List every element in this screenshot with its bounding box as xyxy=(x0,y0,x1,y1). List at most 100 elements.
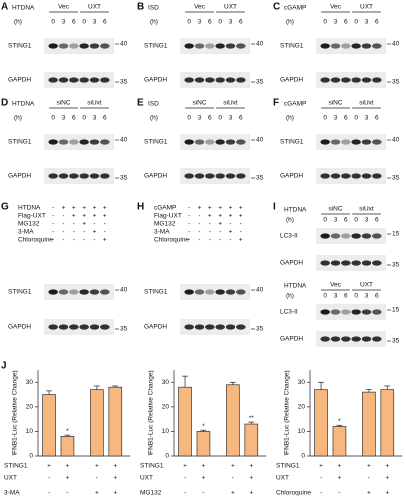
band xyxy=(361,77,372,83)
band xyxy=(236,173,246,179)
band xyxy=(58,324,69,330)
band xyxy=(58,139,69,145)
condition-sign: - xyxy=(188,237,190,244)
band xyxy=(194,139,205,145)
blot-label: STING1 xyxy=(280,139,304,146)
band xyxy=(79,324,89,330)
condition-sign: + xyxy=(218,221,222,228)
band xyxy=(48,173,58,179)
treatment-label: HTDNA xyxy=(284,283,307,290)
band xyxy=(48,139,58,145)
band xyxy=(225,77,236,83)
band xyxy=(330,139,341,145)
bar xyxy=(380,389,395,457)
condition-sign: - xyxy=(104,221,106,228)
treatment-label: cGAMP xyxy=(284,101,306,108)
bar xyxy=(332,426,347,457)
condition-sign: - xyxy=(52,213,54,220)
blot-label: STING1 xyxy=(8,139,32,146)
time-value: 6 xyxy=(344,19,348,26)
bar xyxy=(178,386,192,457)
time-label: (h) xyxy=(150,19,158,26)
condition-sign: + xyxy=(113,475,117,482)
band xyxy=(320,309,330,315)
blot-strip xyxy=(44,284,114,300)
condition-sign: - xyxy=(52,229,54,236)
blot-label: STING1 xyxy=(280,43,304,50)
panel-letter: B xyxy=(137,2,144,13)
condition-sign: + xyxy=(218,205,222,212)
time-value: 0 xyxy=(354,217,358,224)
condition-label: STING1 xyxy=(140,463,164,470)
blot-label: GAPDH xyxy=(8,173,31,180)
marker-label: 35 xyxy=(392,79,400,86)
time-value: 6 xyxy=(344,217,348,224)
time-label: (h) xyxy=(286,293,294,300)
band xyxy=(341,336,351,342)
condition-sign: - xyxy=(93,237,95,244)
time-value: 6 xyxy=(72,115,76,122)
blot-label: GAPDH xyxy=(280,336,303,343)
panel-letter: J xyxy=(1,361,7,372)
band xyxy=(194,324,205,330)
group-label: siNC xyxy=(328,206,342,213)
condition-sign: + xyxy=(103,213,107,220)
time-value: 6 xyxy=(375,19,379,26)
significance: * xyxy=(202,423,205,430)
condition-sign: - xyxy=(62,237,64,244)
group-label: Vec xyxy=(330,4,342,11)
band xyxy=(100,173,110,179)
error-bar xyxy=(384,385,391,390)
band xyxy=(100,77,110,83)
condition-sign: + xyxy=(218,213,222,220)
condition-sign: + xyxy=(66,463,70,470)
band xyxy=(320,173,330,179)
band xyxy=(194,289,205,295)
band xyxy=(225,43,236,49)
condition-sign: + xyxy=(202,475,206,482)
band xyxy=(100,324,110,330)
band xyxy=(372,260,382,266)
time-value: 3 xyxy=(198,115,202,122)
band xyxy=(351,43,361,49)
condition-sign: - xyxy=(73,237,75,244)
band xyxy=(341,43,351,49)
blot-strip xyxy=(316,72,386,88)
blot-label: STING1 xyxy=(144,139,168,146)
band xyxy=(69,289,79,295)
error-bar xyxy=(112,385,119,388)
time-value: 3 xyxy=(229,19,233,26)
blot-strip xyxy=(316,134,386,150)
condition-sign: + xyxy=(95,463,99,470)
condition-sign: - xyxy=(48,490,50,497)
blot-label: STING1 xyxy=(144,289,168,296)
blot-label: STING1 xyxy=(144,43,168,50)
band xyxy=(351,139,361,145)
condition-sign: + xyxy=(202,463,206,470)
treatment-label: ISD xyxy=(148,5,159,12)
error-bar xyxy=(46,390,53,395)
band xyxy=(372,139,382,145)
error-bar xyxy=(336,424,343,427)
band xyxy=(320,336,330,342)
band xyxy=(58,43,69,49)
condition-sign: + xyxy=(249,463,253,470)
time-value: 3 xyxy=(334,19,338,26)
band xyxy=(330,309,341,315)
blot-strip xyxy=(316,168,386,184)
marker-label: 35 xyxy=(256,175,264,182)
condition-sign: - xyxy=(320,475,322,482)
band xyxy=(79,173,89,179)
blot-strip xyxy=(316,228,386,244)
blot-label: LC3-II xyxy=(280,233,298,240)
band xyxy=(194,43,205,49)
time-value: 0 xyxy=(218,19,222,26)
time-value: 3 xyxy=(229,115,233,122)
marker-label: 40 xyxy=(120,41,128,48)
error-bar xyxy=(365,389,372,393)
condition-sign: - xyxy=(66,490,68,497)
condition-sign: + xyxy=(113,463,117,470)
time-value: 6 xyxy=(375,115,379,122)
condition-sign: + xyxy=(82,213,86,220)
condition-label: MG132 xyxy=(18,221,40,228)
